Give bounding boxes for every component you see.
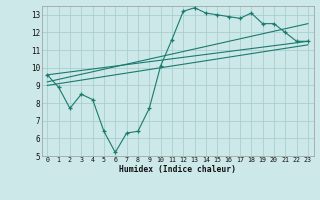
X-axis label: Humidex (Indice chaleur): Humidex (Indice chaleur) <box>119 165 236 174</box>
